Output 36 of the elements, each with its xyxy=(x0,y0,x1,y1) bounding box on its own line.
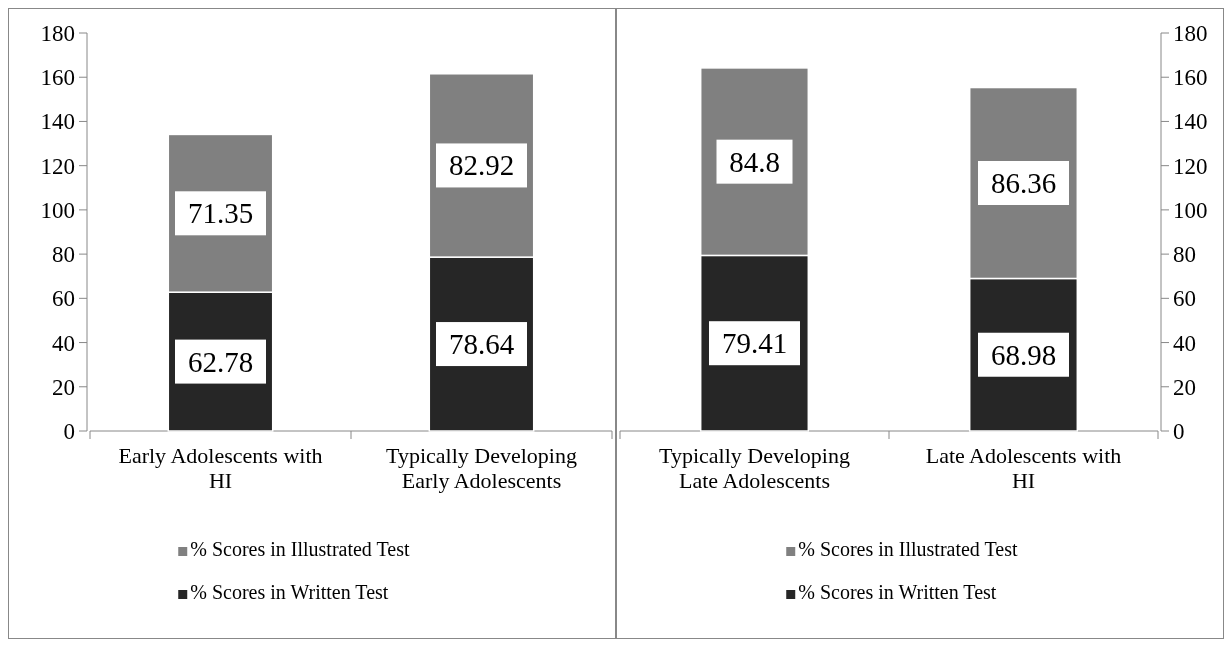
x-tick-label: Typically Developing Late Adolescents xyxy=(659,443,850,493)
y2-tick-label: 120 xyxy=(1173,153,1208,179)
data-label: 86.36 xyxy=(990,167,1057,199)
y2-tick-label: 60 xyxy=(1173,286,1196,312)
legend-label: % Scores in Illustrated Test xyxy=(190,538,410,560)
data-label: 62.78 xyxy=(187,345,254,378)
data-label: 78.64 xyxy=(448,328,515,361)
y2-tick-label: 40 xyxy=(1173,330,1196,356)
y-tick-label: 140 xyxy=(40,109,75,135)
y-tick-label: 20 xyxy=(52,374,75,400)
legend-label: % Scores in Written Test xyxy=(190,581,389,603)
y-tick-label: 180 xyxy=(40,21,75,46)
y2-tick-label: 20 xyxy=(1173,374,1196,400)
data-label: 79.41 xyxy=(721,327,788,360)
y2-tick-label: 160 xyxy=(1173,65,1208,91)
y2-tick-label: 180 xyxy=(1173,21,1208,46)
x-tick-label: Early Adolescents with HI xyxy=(118,443,323,493)
x-tick-label: Typically Developing Early Adolescents xyxy=(386,443,577,493)
y-tick-label: 80 xyxy=(52,242,75,268)
y2-tick-label: 80 xyxy=(1173,242,1196,268)
y-tick-label: 120 xyxy=(40,153,75,179)
legend-label: % Scores in Illustrated Test xyxy=(798,538,1018,560)
data-label: 82.92 xyxy=(448,149,515,182)
y-tick-label: 60 xyxy=(52,286,75,312)
y-tick-label: 40 xyxy=(52,330,75,356)
data-label: 68.98 xyxy=(990,338,1057,371)
y2-tick-label: 140 xyxy=(1173,109,1208,135)
y2-tick-label: 100 xyxy=(1173,197,1208,223)
legend-label: % Scores in Written Test xyxy=(798,581,997,603)
x-tick-label: Late Adolescents with HI xyxy=(925,443,1122,493)
data-label: 84.8 xyxy=(729,145,780,178)
data-label: 71.35 xyxy=(187,197,254,230)
y-tick-label: 0 xyxy=(63,419,75,444)
y-tick-label: 100 xyxy=(40,197,75,223)
y2-tick-label: 0 xyxy=(1173,419,1185,444)
y-tick-label: 160 xyxy=(40,65,75,91)
